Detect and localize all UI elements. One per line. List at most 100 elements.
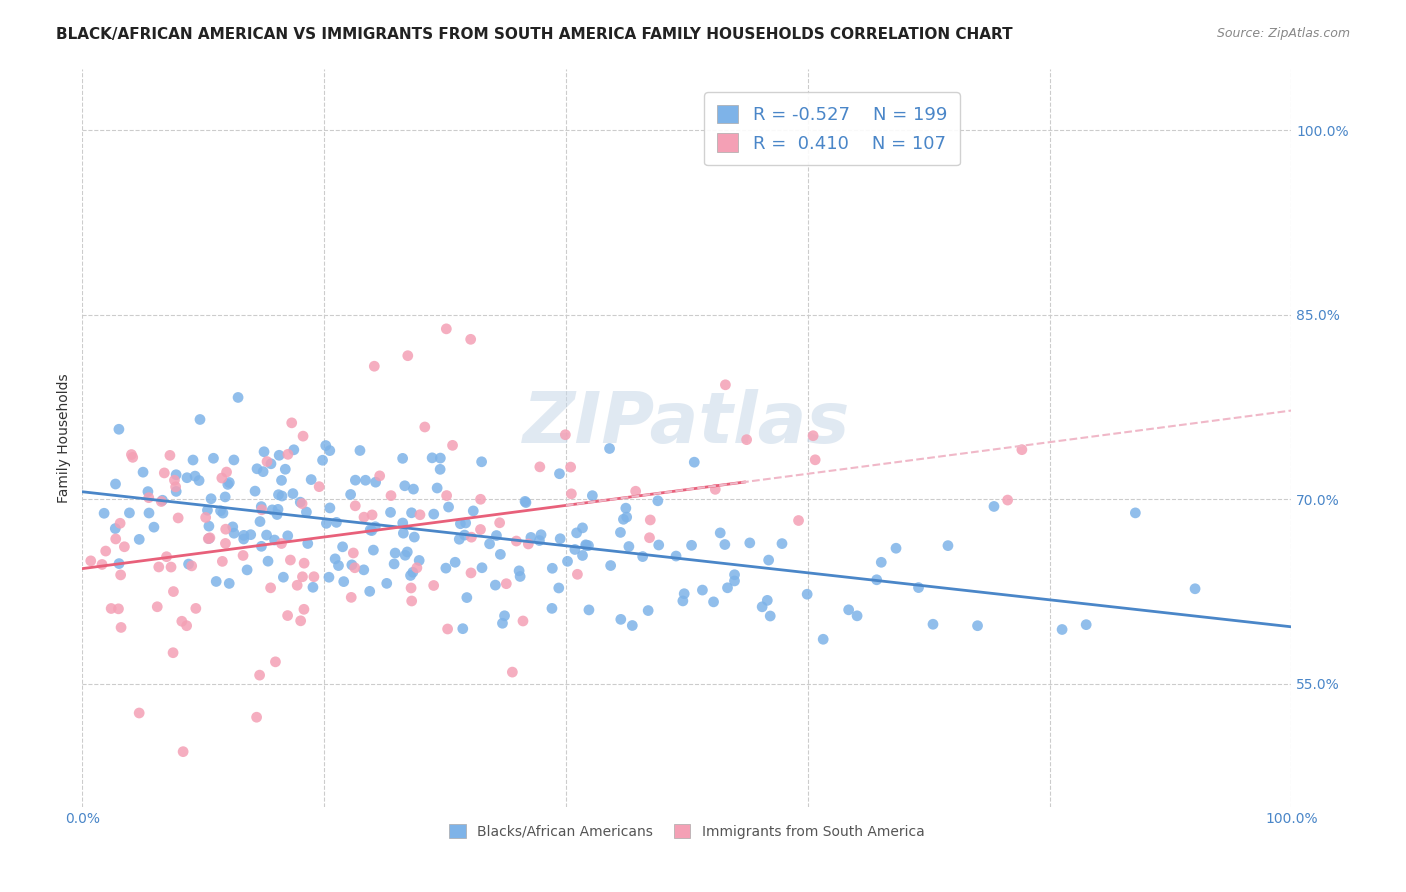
Point: [146, 599, 169, 614]
Point: [94, 544, 117, 558]
Point: [172, 745, 194, 759]
Point: [250, 502, 273, 516]
Point: [176, 471, 198, 485]
Point: [159, 448, 181, 462]
Point: [683, 455, 706, 469]
Point: [399, 568, 422, 582]
Point: [249, 668, 271, 682]
Point: [453, 528, 475, 542]
Point: [308, 480, 330, 494]
Point: [292, 429, 315, 443]
Point: [152, 493, 174, 508]
Point: [93, 506, 115, 520]
Point: [637, 603, 659, 617]
Point: [128, 533, 150, 547]
Point: [575, 539, 598, 553]
Point: [107, 602, 129, 616]
Point: [212, 506, 235, 520]
Point: [252, 465, 274, 479]
Point: [673, 587, 696, 601]
Point: [198, 519, 221, 533]
Point: [997, 493, 1019, 508]
Point: [202, 451, 225, 466]
Point: [332, 540, 354, 554]
Point: [263, 533, 285, 547]
Point: [380, 505, 402, 519]
Point: [264, 655, 287, 669]
Y-axis label: Family Households: Family Households: [58, 373, 72, 502]
Point: [884, 541, 907, 556]
Point: [714, 537, 737, 551]
Point: [922, 617, 945, 632]
Point: [647, 493, 669, 508]
Point: [292, 602, 315, 616]
Point: [277, 608, 299, 623]
Point: [703, 595, 725, 609]
Point: [392, 526, 415, 541]
Point: [80, 554, 103, 568]
Text: Source: ZipAtlas.com: Source: ZipAtlas.com: [1216, 27, 1350, 40]
Point: [665, 549, 688, 563]
Point: [460, 530, 482, 544]
Point: [165, 480, 187, 494]
Point: [150, 494, 173, 508]
Point: [966, 618, 988, 632]
Point: [672, 594, 695, 608]
Point: [983, 500, 1005, 514]
Point: [571, 521, 593, 535]
Point: [804, 452, 827, 467]
Point: [112, 540, 135, 554]
Point: [236, 563, 259, 577]
Point: [176, 618, 198, 632]
Point: [723, 567, 745, 582]
Point: [249, 515, 271, 529]
Point: [1011, 442, 1033, 457]
Point: [290, 495, 312, 509]
Point: [624, 484, 647, 499]
Point: [599, 442, 621, 456]
Point: [285, 578, 308, 592]
Point: [108, 422, 131, 436]
Point: [250, 500, 273, 514]
Point: [454, 516, 477, 530]
Point: [163, 473, 186, 487]
Point: [184, 469, 207, 483]
Point: [616, 510, 638, 524]
Point: [257, 554, 280, 568]
Point: [344, 473, 367, 487]
Point: [353, 510, 375, 524]
Point: [838, 603, 860, 617]
Point: [359, 584, 381, 599]
Point: [567, 567, 589, 582]
Point: [218, 475, 240, 490]
Point: [142, 520, 165, 534]
Point: [801, 428, 824, 442]
Point: [197, 503, 219, 517]
Point: [277, 529, 299, 543]
Point: [517, 537, 540, 551]
Point: [270, 536, 292, 550]
Point: [297, 536, 319, 550]
Point: [266, 508, 288, 522]
Point: [716, 581, 738, 595]
Point: [612, 512, 634, 526]
Point: [188, 474, 211, 488]
Point: [1050, 623, 1073, 637]
Point: [614, 501, 637, 516]
Point: [394, 479, 416, 493]
Point: [1184, 582, 1206, 596]
Point: [529, 533, 551, 548]
Point: [155, 549, 177, 564]
Point: [520, 530, 543, 544]
Point: [870, 555, 893, 569]
Point: [246, 710, 269, 724]
Point: [505, 534, 527, 549]
Point: [426, 481, 449, 495]
Point: [315, 516, 337, 531]
Point: [609, 525, 631, 540]
Point: [259, 581, 281, 595]
Point: [290, 614, 312, 628]
Point: [271, 489, 294, 503]
Point: [557, 554, 579, 568]
Point: [364, 475, 387, 490]
